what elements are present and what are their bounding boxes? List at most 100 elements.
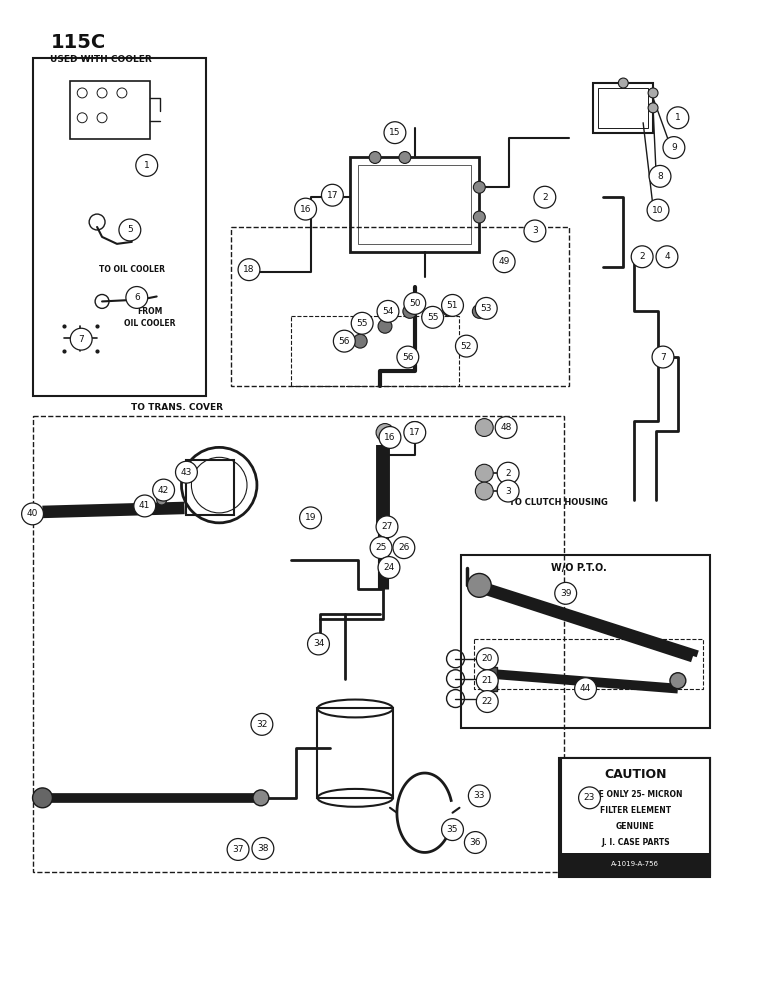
Text: 33: 33 [473, 791, 485, 800]
Circle shape [524, 220, 546, 242]
Circle shape [403, 304, 417, 318]
Circle shape [370, 537, 392, 559]
Text: TO OIL COOLER: TO OIL COOLER [99, 265, 165, 274]
Text: 42: 42 [158, 486, 169, 495]
Text: 35: 35 [447, 825, 459, 834]
Text: 40: 40 [27, 509, 39, 518]
Text: 56: 56 [402, 353, 414, 362]
Circle shape [476, 464, 493, 482]
Circle shape [300, 507, 321, 529]
Text: A-1019-A-756: A-1019-A-756 [611, 861, 659, 867]
Circle shape [251, 713, 273, 735]
Text: 27: 27 [381, 522, 393, 531]
Circle shape [354, 334, 367, 348]
Circle shape [381, 520, 395, 534]
Text: 50: 50 [409, 299, 421, 308]
Bar [32, 416, 564, 872]
Circle shape [422, 306, 444, 328]
Text: 8: 8 [657, 172, 663, 181]
Text: 32: 32 [256, 720, 268, 729]
Circle shape [648, 88, 658, 98]
Text: 25: 25 [375, 543, 387, 552]
Text: 44: 44 [580, 684, 591, 693]
Circle shape [455, 335, 477, 357]
Circle shape [534, 186, 556, 208]
Circle shape [379, 427, 401, 448]
Circle shape [442, 819, 463, 841]
Bar [32, 58, 206, 396]
Circle shape [399, 152, 411, 163]
Text: 18: 18 [243, 265, 255, 274]
Circle shape [375, 541, 389, 555]
Circle shape [465, 832, 486, 853]
Bar [594, 83, 653, 133]
Text: 53: 53 [480, 304, 492, 313]
Text: 2: 2 [542, 193, 547, 202]
Text: 49: 49 [499, 257, 510, 266]
Circle shape [493, 251, 515, 273]
Text: J. I. CASE PARTS: J. I. CASE PARTS [601, 838, 669, 847]
Text: 2: 2 [506, 469, 511, 478]
Circle shape [378, 319, 392, 333]
Text: 43: 43 [181, 468, 192, 477]
Text: 54: 54 [382, 307, 394, 316]
Text: CAUTION: CAUTION [604, 768, 666, 781]
Bar [231, 227, 569, 386]
Text: 19: 19 [305, 513, 317, 522]
Circle shape [136, 155, 157, 176]
Text: 17: 17 [327, 191, 338, 200]
Circle shape [648, 103, 658, 113]
Text: 21: 21 [482, 676, 493, 685]
Text: 3: 3 [505, 487, 511, 496]
Text: 2: 2 [639, 252, 645, 261]
Text: 52: 52 [461, 342, 472, 351]
Circle shape [425, 312, 438, 326]
Circle shape [476, 419, 493, 436]
Bar [474, 639, 703, 689]
Circle shape [238, 259, 260, 281]
Circle shape [369, 152, 381, 163]
Text: 17: 17 [409, 428, 421, 437]
Circle shape [119, 219, 141, 241]
Text: OIL COOLER: OIL COOLER [124, 319, 175, 328]
Bar [187, 460, 234, 515]
Text: 115C: 115C [50, 33, 106, 52]
Circle shape [256, 841, 270, 854]
Circle shape [232, 843, 246, 856]
Text: 1: 1 [675, 113, 681, 122]
Circle shape [476, 648, 498, 670]
Bar [560, 758, 709, 875]
Text: 51: 51 [447, 301, 459, 310]
Circle shape [406, 422, 424, 439]
Bar [291, 316, 459, 386]
Circle shape [495, 417, 517, 438]
Circle shape [153, 479, 174, 501]
Text: USE ONLY 25- MICRON: USE ONLY 25- MICRON [587, 790, 683, 799]
Circle shape [404, 293, 425, 314]
Circle shape [227, 839, 249, 860]
Text: 15: 15 [389, 128, 401, 137]
Bar [358, 165, 472, 244]
Circle shape [649, 165, 671, 187]
Text: 56: 56 [339, 337, 350, 346]
Text: 26: 26 [398, 543, 410, 552]
Circle shape [578, 787, 601, 809]
Text: 55: 55 [427, 313, 438, 322]
Circle shape [253, 790, 269, 806]
Text: 34: 34 [313, 639, 324, 648]
Text: FILTER ELEMENT: FILTER ELEMENT [600, 806, 671, 815]
Circle shape [473, 211, 486, 223]
Circle shape [404, 422, 425, 443]
Circle shape [442, 302, 456, 316]
Circle shape [393, 537, 415, 559]
Circle shape [656, 246, 678, 268]
Circle shape [476, 482, 493, 500]
Bar [598, 88, 648, 128]
Circle shape [631, 246, 653, 268]
Text: 41: 41 [139, 501, 151, 510]
Circle shape [497, 462, 519, 484]
Circle shape [555, 582, 577, 604]
Circle shape [472, 304, 486, 318]
Text: 23: 23 [584, 793, 595, 802]
Text: FROM: FROM [137, 307, 162, 316]
